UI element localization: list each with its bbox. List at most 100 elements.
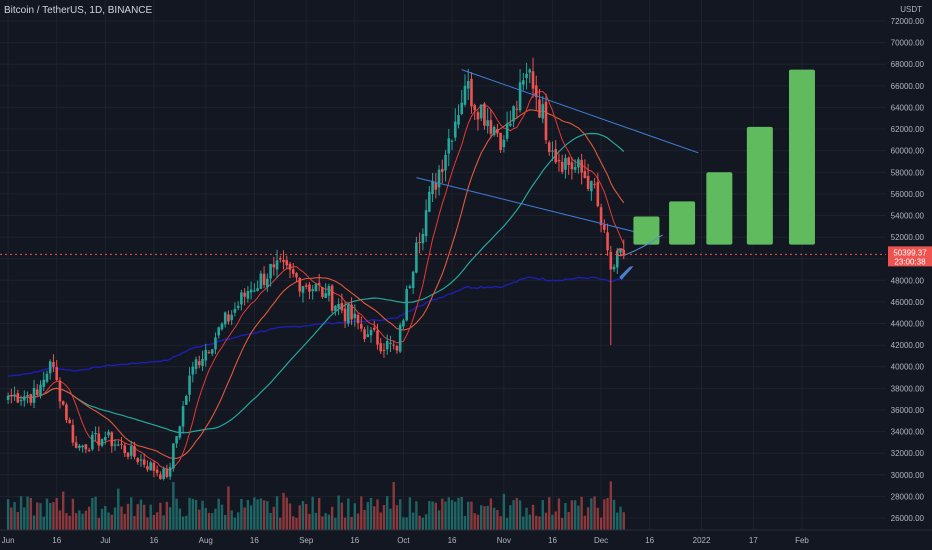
volume-bar	[389, 508, 392, 530]
volume-bar	[26, 496, 29, 530]
candle-body	[236, 305, 240, 308]
y-tick-label: 40000.00	[891, 363, 925, 372]
volume-bar	[288, 503, 292, 530]
volume-bar	[6, 499, 10, 530]
volume-bar	[130, 497, 133, 530]
symbol-info[interactable]: Bitcoin / TetherUS, 1D, BINANCE	[4, 5, 153, 16]
candle-body	[259, 273, 263, 289]
candle-body	[159, 474, 162, 479]
y-tick-label: 56000.00	[891, 190, 925, 199]
volume-bar	[23, 507, 26, 530]
volume-bar	[583, 515, 587, 530]
volume-bar	[612, 499, 616, 530]
volume-bar	[262, 500, 266, 530]
candle-body	[492, 127, 496, 136]
volume-bar	[454, 501, 457, 530]
volume-bar	[78, 510, 81, 530]
candle-body	[52, 362, 55, 367]
candle-body	[71, 424, 75, 443]
volume-bar	[424, 514, 428, 530]
volume-bar	[590, 498, 593, 530]
candle-body	[207, 352, 211, 354]
candle-body	[606, 232, 609, 251]
candle-body	[191, 366, 195, 375]
candle-body	[489, 120, 493, 134]
candle-body	[65, 404, 68, 420]
volume-bar	[531, 504, 535, 530]
price-badge	[888, 246, 932, 267]
candle-body	[463, 85, 467, 105]
volume-bar	[386, 496, 389, 530]
candle-body	[139, 459, 143, 461]
volume-bar	[301, 501, 305, 530]
volume-bar	[411, 512, 415, 530]
candle-body	[275, 260, 279, 270]
volume-bar	[619, 506, 622, 530]
volume-bar	[175, 498, 178, 530]
candle-body	[68, 419, 71, 424]
candle-body	[165, 468, 169, 477]
candle-body	[110, 432, 114, 447]
alert-ring-icon	[616, 248, 625, 257]
volume-bar	[515, 498, 519, 530]
x-tick-label: Oct	[397, 536, 410, 545]
volume-bar	[541, 499, 544, 530]
candle-body	[168, 467, 172, 477]
candle-body	[29, 394, 33, 403]
candle-body	[104, 436, 107, 441]
volume-bar	[162, 515, 165, 530]
volume-bar	[606, 497, 609, 530]
candle-body	[45, 373, 49, 382]
volume-bar	[518, 500, 522, 530]
candle-body	[314, 284, 318, 292]
candle-body	[460, 102, 464, 114]
volume-bar	[198, 509, 201, 530]
candle-body	[596, 182, 600, 207]
candle-body	[586, 175, 590, 189]
volume-bar	[512, 500, 515, 530]
projection-bar	[746, 126, 773, 245]
candle-body	[359, 323, 363, 329]
x-tick-label: 16	[548, 536, 557, 545]
x-tick-label: 16	[250, 536, 259, 545]
volume-bar	[567, 511, 570, 530]
y-tick-label: 34000.00	[891, 428, 925, 437]
volume-bar	[366, 502, 369, 530]
x-tick-label: Jun	[2, 536, 15, 545]
projection-path	[623, 234, 663, 256]
candle-body	[327, 286, 331, 296]
volume-bar	[110, 514, 113, 530]
volume-bar	[194, 499, 198, 530]
volume-bar	[39, 503, 42, 530]
volume-bar	[191, 498, 194, 530]
volume-bar	[369, 498, 373, 530]
candle-body	[256, 288, 259, 291]
candle-body	[146, 466, 149, 470]
candle-body	[87, 450, 91, 452]
volume-bar	[321, 516, 324, 530]
volume-bar	[94, 496, 97, 530]
y-tick-label: 26000.00	[891, 514, 925, 523]
candle-body	[133, 446, 136, 457]
candle-body	[6, 395, 10, 400]
volume-bar	[573, 500, 577, 530]
candle-body	[483, 103, 486, 126]
volume-bar	[554, 511, 557, 530]
y-tick-label: 38000.00	[891, 384, 925, 393]
x-tick-label: 16	[149, 536, 158, 545]
candle-body	[619, 248, 622, 253]
candle-body	[612, 266, 616, 270]
volume-bar	[330, 506, 334, 530]
candle-body	[473, 105, 477, 110]
volume-bar	[113, 507, 117, 530]
candle-body	[505, 123, 509, 139]
candle-body	[415, 242, 418, 273]
y-tick-label: 32000.00	[891, 449, 925, 458]
candle-body	[496, 129, 499, 134]
candle-body	[185, 396, 188, 405]
volume-bar	[61, 491, 65, 530]
candle-body	[61, 401, 65, 405]
volume-bar	[136, 504, 139, 530]
